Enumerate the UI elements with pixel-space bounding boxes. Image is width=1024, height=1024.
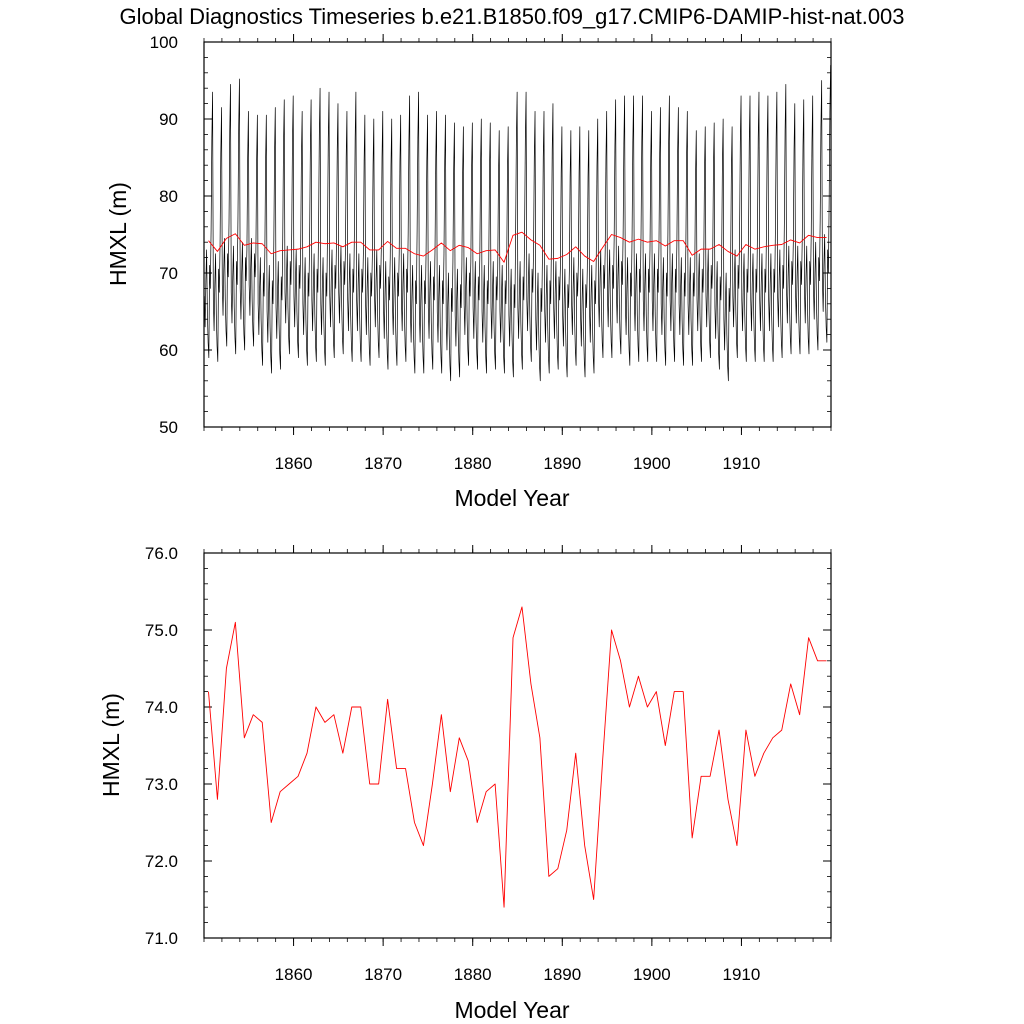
top-x-axis: 1860 1870 1880 1890 1900 1910 xyxy=(203,34,832,473)
top-y-axis: 50 60 70 80 90 100 xyxy=(150,33,831,437)
top-y-tick-label: 90 xyxy=(159,110,178,129)
bottom-y-axis: 71.0 72.0 73.0 74.0 75.0 76.0 xyxy=(145,544,831,948)
top-x-tick-label: 1910 xyxy=(723,454,761,473)
top-y-tick-label: 60 xyxy=(159,341,178,360)
bottom-x-tick-label: 1880 xyxy=(454,965,492,984)
top-y-tick-label: 100 xyxy=(150,33,178,52)
top-y-tick-label: 70 xyxy=(159,264,178,283)
top-x-axis-label: Model Year xyxy=(454,485,569,511)
top-x-tick-label: 1870 xyxy=(364,454,402,473)
top-y-tick-label: 80 xyxy=(159,187,178,206)
bottom-y-tick-label: 71.0 xyxy=(145,929,178,948)
top-plot-frame xyxy=(203,41,832,428)
bottom-y-tick-label: 72.0 xyxy=(145,852,178,871)
bottom-x-axis-label: Model Year xyxy=(454,997,569,1023)
top-series-line-monthly xyxy=(204,65,831,382)
top-x-tick-label: 1890 xyxy=(543,454,581,473)
bottom-x-tick-label: 1900 xyxy=(633,965,671,984)
figure-title: Global Diagnostics Timeseries b.e21.B185… xyxy=(119,4,904,29)
bottom-x-tick-label: 1910 xyxy=(723,965,761,984)
bottom-y-tick-label: 74.0 xyxy=(145,698,178,717)
top-y-axis-label: HMXL (m) xyxy=(105,182,131,286)
bottom-y-tick-label: 75.0 xyxy=(145,621,178,640)
bottom-y-tick-label: 73.0 xyxy=(145,775,178,794)
top-x-tick-label: 1900 xyxy=(633,454,671,473)
bottom-y-tick-label: 76.0 xyxy=(145,544,178,563)
bottom-y-axis-label: HMXL (m) xyxy=(98,693,124,797)
bottom-plot-frame xyxy=(203,552,832,939)
bottom-x-axis: 1860 1870 1880 1890 1900 1910 xyxy=(203,545,832,984)
bottom-x-tick-label: 1890 xyxy=(543,965,581,984)
top-panel: 50 60 70 80 90 100 1860 1870 1880 1890 1900 1910 M… xyxy=(105,33,832,511)
bottom-x-tick-label: 1860 xyxy=(275,965,313,984)
top-series-line-annual xyxy=(208,231,827,263)
bottom-panel: 71.0 72.0 73.0 74.0 75.0 76.0 1860 1870 1880 189… xyxy=(98,544,832,1023)
top-y-tick-label: 50 xyxy=(159,418,178,437)
bottom-series xyxy=(208,606,827,908)
top-x-tick-label: 1860 xyxy=(275,454,313,473)
top-x-tick-label: 1880 xyxy=(454,454,492,473)
bottom-series-line-annual xyxy=(208,606,827,908)
top-series xyxy=(204,65,831,382)
bottom-x-tick-label: 1870 xyxy=(364,965,402,984)
